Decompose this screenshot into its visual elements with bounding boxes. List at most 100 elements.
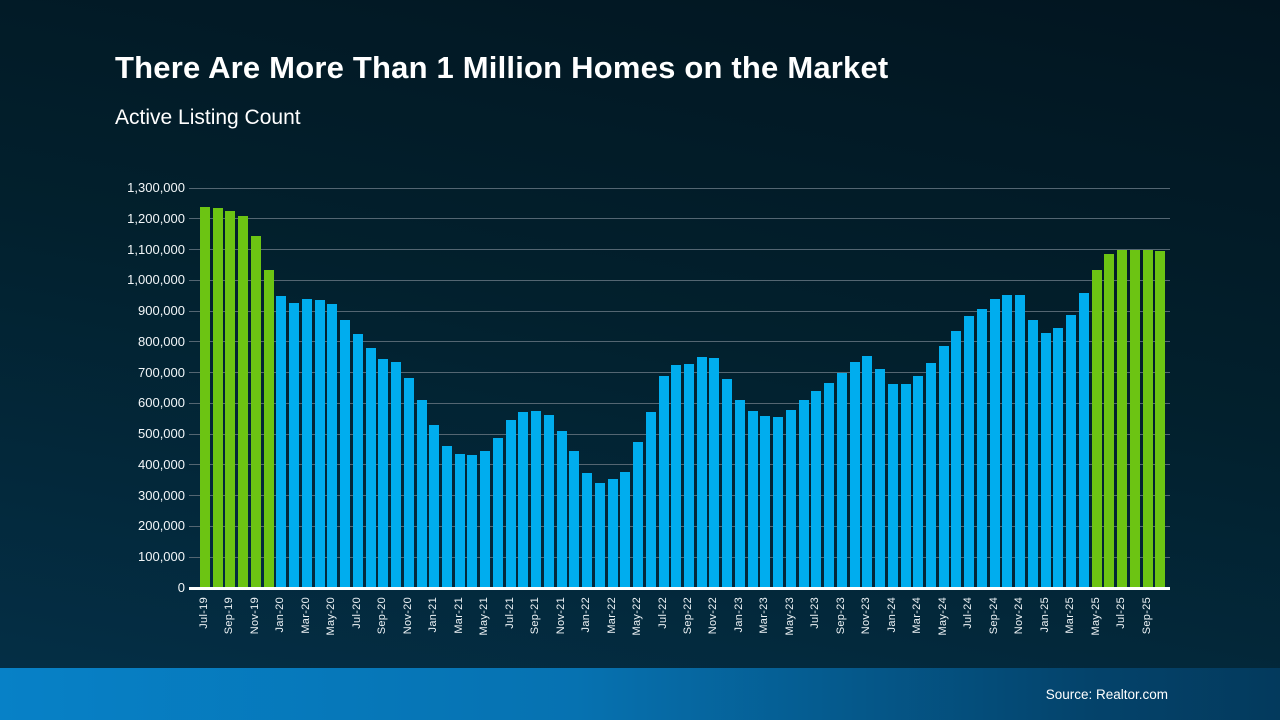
bar bbox=[1104, 254, 1115, 588]
x-tick-label: Jul-23 bbox=[809, 597, 822, 629]
x-tick-label: May-22 bbox=[631, 597, 644, 636]
bar bbox=[340, 319, 351, 588]
bar bbox=[327, 303, 338, 588]
x-tick-label: Mar-20 bbox=[299, 597, 312, 634]
bar bbox=[773, 416, 784, 588]
x-tick-label: May-20 bbox=[325, 597, 338, 636]
x-tick-label: Sep-22 bbox=[681, 597, 694, 635]
bar bbox=[824, 383, 835, 588]
x-tick-label: Jan-23 bbox=[732, 597, 745, 633]
x-tick-label: Nov-23 bbox=[860, 597, 873, 635]
gridline bbox=[189, 187, 1170, 189]
x-tick-label: Jan-25 bbox=[1038, 597, 1051, 633]
bar bbox=[492, 437, 503, 588]
x-tick-label: Sep-24 bbox=[987, 597, 1000, 635]
x-tick-label: May-23 bbox=[783, 597, 796, 636]
bar bbox=[696, 357, 707, 588]
bar bbox=[798, 400, 809, 588]
bar bbox=[989, 298, 1000, 588]
y-tick-label: 1,100,000 bbox=[127, 241, 185, 257]
x-tick-label: Mar-22 bbox=[605, 597, 618, 634]
y-tick-label: 700,000 bbox=[138, 364, 185, 380]
bar bbox=[518, 411, 529, 588]
bar bbox=[1027, 319, 1038, 588]
bar bbox=[760, 416, 771, 588]
x-axis-baseline bbox=[189, 586, 1170, 590]
bar bbox=[607, 479, 618, 588]
bar bbox=[722, 379, 733, 588]
gridline bbox=[189, 249, 1170, 251]
bar bbox=[391, 362, 402, 588]
bar bbox=[913, 375, 924, 588]
x-tick-label: Jul-22 bbox=[656, 597, 669, 629]
y-tick-label: 200,000 bbox=[138, 518, 185, 534]
bar bbox=[951, 330, 962, 588]
x-tick-label: Nov-20 bbox=[401, 597, 414, 635]
x-tick-label: Mar-21 bbox=[452, 597, 465, 634]
bar bbox=[403, 378, 414, 588]
bar bbox=[1002, 295, 1013, 588]
bar bbox=[212, 207, 223, 588]
y-tick-label: 300,000 bbox=[138, 487, 185, 503]
x-tick-label: Sep-25 bbox=[1140, 597, 1153, 635]
bar bbox=[734, 399, 745, 588]
x-tick-label: Jul-25 bbox=[1115, 597, 1128, 629]
bar bbox=[250, 236, 261, 588]
bar bbox=[441, 445, 452, 588]
bar bbox=[976, 309, 987, 588]
bar bbox=[620, 472, 631, 588]
bar bbox=[365, 348, 376, 588]
bar bbox=[747, 410, 758, 588]
x-tick-label: Jul-21 bbox=[503, 597, 516, 629]
gridline bbox=[189, 310, 1170, 312]
bar bbox=[1053, 328, 1064, 588]
bar bbox=[1142, 250, 1153, 588]
bar bbox=[1078, 293, 1089, 588]
x-tick-label: Sep-21 bbox=[529, 597, 542, 635]
x-tick-label: May-25 bbox=[1089, 597, 1102, 636]
bar bbox=[200, 207, 210, 588]
bar bbox=[645, 411, 656, 588]
bar bbox=[352, 334, 363, 588]
y-tick-label: 400,000 bbox=[138, 456, 185, 472]
x-tick-label: May-21 bbox=[478, 597, 491, 636]
bar bbox=[836, 373, 847, 588]
bar bbox=[633, 442, 644, 588]
x-tick-label: Nov-21 bbox=[554, 597, 567, 635]
gridline bbox=[189, 341, 1170, 343]
bar bbox=[429, 424, 440, 588]
x-tick-label: Mar-25 bbox=[1064, 597, 1077, 634]
bar bbox=[314, 299, 325, 588]
y-tick-label: 0 bbox=[177, 580, 185, 595]
bar bbox=[263, 269, 274, 588]
x-tick-label: Mar-23 bbox=[758, 597, 771, 634]
bar bbox=[416, 399, 427, 588]
y-tick-label: 500,000 bbox=[138, 426, 185, 442]
x-tick-label: Jan-21 bbox=[427, 597, 440, 633]
x-tick-label: Jan-20 bbox=[274, 597, 287, 633]
bar bbox=[683, 364, 694, 588]
x-tick-label: Jul-20 bbox=[350, 597, 363, 629]
bar bbox=[594, 482, 605, 588]
bar bbox=[225, 210, 236, 588]
bar bbox=[569, 451, 580, 588]
bar bbox=[582, 472, 593, 588]
bar bbox=[875, 368, 886, 588]
bar bbox=[556, 430, 567, 588]
bar bbox=[480, 451, 491, 588]
x-tick-label: Nov-24 bbox=[1013, 597, 1026, 635]
bar bbox=[531, 410, 542, 588]
bar bbox=[1155, 251, 1166, 588]
x-tick-label: Sep-19 bbox=[223, 597, 236, 635]
bar bbox=[505, 419, 516, 588]
x-tick-label: Sep-20 bbox=[376, 597, 389, 635]
gridline bbox=[189, 218, 1170, 220]
y-tick-label: 1,000,000 bbox=[127, 272, 185, 288]
bar bbox=[862, 356, 873, 588]
bar bbox=[1129, 249, 1140, 588]
bar bbox=[785, 409, 796, 588]
y-tick-label: 100,000 bbox=[138, 549, 185, 565]
bar bbox=[938, 345, 949, 588]
bar bbox=[289, 303, 300, 588]
